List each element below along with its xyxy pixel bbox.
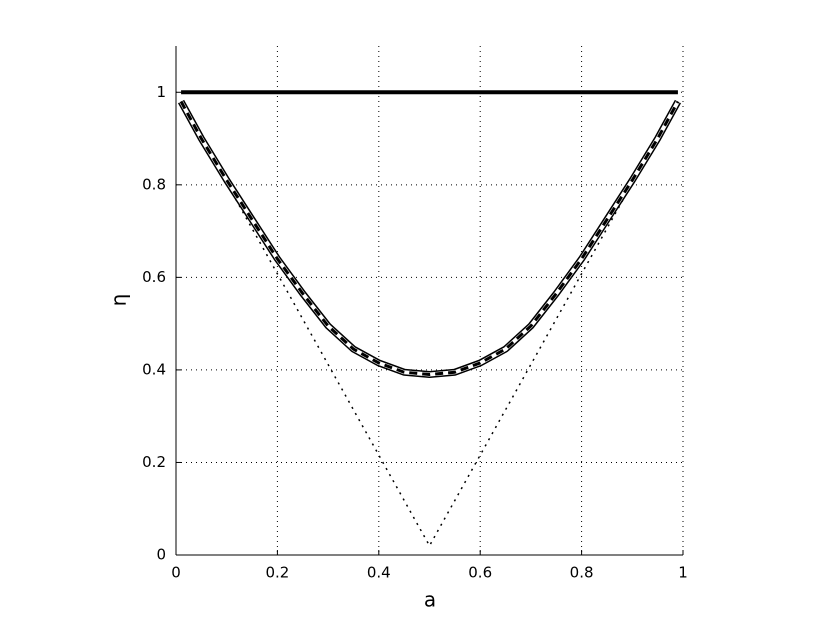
x-tick-label: 0.4 xyxy=(367,564,391,582)
series-line xyxy=(180,101,679,547)
x-tick-label: 0 xyxy=(171,564,181,582)
y-axis-label: η xyxy=(107,294,131,307)
x-tick-label: 0.8 xyxy=(570,564,594,582)
series-line xyxy=(179,100,680,377)
series-line xyxy=(178,99,681,379)
x-tick-label: 0.2 xyxy=(265,564,289,582)
y-tick-label: 0.2 xyxy=(142,453,166,471)
x-tick-label: 1 xyxy=(678,564,688,582)
y-tick-label: 1 xyxy=(156,83,166,101)
y-tick-label: 0.8 xyxy=(142,175,166,193)
x-tick-label: 0.6 xyxy=(468,564,492,582)
x-axis-label: a xyxy=(424,588,436,612)
y-tick-label: 0 xyxy=(156,546,166,564)
y-tick-label: 0.4 xyxy=(142,360,166,378)
series-line xyxy=(179,100,680,377)
y-tick-label: 0.6 xyxy=(142,268,166,286)
